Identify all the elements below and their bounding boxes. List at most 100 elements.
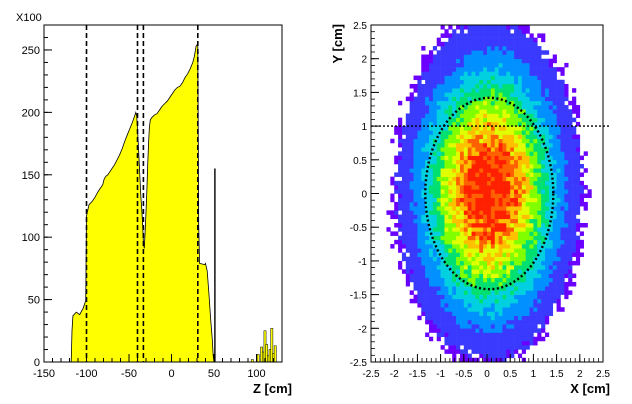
heatmap-cell [568,130,573,135]
heatmap-cell [452,54,457,59]
heatmap-cell [521,336,526,342]
heatmap-cell [405,222,410,228]
heatmap-cell [456,50,461,55]
heatmap-cell [545,138,550,144]
heatmap-cell [463,83,468,89]
heatmap-cell [479,138,484,144]
heatmap-cell [452,138,457,144]
heatmap-y-tick-label: -1 [358,257,367,268]
heatmap-cell [552,286,557,291]
heatmap-cell [456,273,461,279]
heatmap-cell [494,269,499,274]
heatmap-cell [564,151,569,156]
heatmap-cell [537,105,542,110]
heatmap-cell [529,210,534,215]
heatmap-cell [452,248,457,253]
heatmap-cell [475,33,480,38]
heatmap-cell [459,79,465,85]
heatmap-cell [456,67,461,72]
heatmap-cell [545,260,550,266]
heatmap-cell [483,227,488,232]
heatmap-cell [440,201,445,207]
heatmap-cell [436,210,441,215]
heatmap-cell [541,218,546,224]
heatmap-cell [533,281,538,287]
heatmap-cell [463,252,468,257]
heatmap-cell [421,58,426,64]
heatmap-cell [490,37,496,43]
heatmap-cell [452,193,457,199]
heatmap-cell [448,83,453,89]
heatmap-cell [494,193,499,199]
heatmap-cell [517,46,523,51]
heatmap-cell [479,134,484,140]
heatmap-cell [432,303,438,308]
heatmap-cell [479,25,484,30]
heatmap-cell [475,197,480,203]
heatmap-cell [490,126,496,131]
heatmap-cell [471,328,476,333]
heatmap-cell [436,168,441,173]
heatmap-cell [417,105,422,110]
heatmap-cell [436,269,441,274]
heatmap-cell [572,197,577,203]
heatmap-cell [467,88,472,93]
heatmap-cell [490,357,496,363]
heatmap-cell [459,231,465,236]
heatmap-cell [483,222,488,228]
heatmap-cell [533,164,538,169]
heatmap-cell [502,83,507,89]
heatmap-cell [575,252,581,257]
heatmap-cell [502,168,507,173]
heatmap-cell [448,180,453,186]
heatmap-cell [498,134,503,140]
heatmap-cell [517,71,523,76]
heatmap-cell [506,298,511,304]
heatmap-cell [479,172,484,177]
heatmap-cell [517,88,523,93]
heatmap-cell [394,185,399,190]
heatmap-cell [421,244,426,249]
heatmap-cell [456,37,461,43]
heatmap-cell [436,218,441,224]
heatmap-cell [463,151,468,156]
heatmap-cell [564,121,569,127]
heatmap-cell [510,176,515,182]
heatmap-cell [498,345,503,350]
heatmap-cell [560,92,565,97]
heatmap-cell [413,142,418,148]
heatmap-cell [490,260,496,266]
heatmap-cell [545,142,550,148]
heatmap-cell [432,269,438,274]
heatmap-cell [510,332,515,338]
heatmap-cell [456,58,461,64]
heatmap-cell [394,172,399,177]
heatmap-cell [471,311,476,316]
heatmap-cell [401,189,407,194]
heatmap-cell [510,294,515,300]
heatmap-cell [545,239,550,245]
heatmap-cell [517,239,523,245]
heatmap-cell [575,248,581,253]
beam-boundary-ellipse [424,96,555,291]
heatmap-cell [541,159,546,165]
heatmap-cell [487,62,492,68]
heatmap-cell [490,193,496,199]
heatmap-cell [483,50,488,55]
heatmap-cell [564,126,569,131]
heatmap-cell [471,142,476,148]
heatmap-cell [475,227,480,232]
heatmap-cell [467,210,472,215]
heatmap-cell [502,71,507,76]
heatmap-cell [456,62,461,68]
heatmap-cell [467,180,472,186]
heatmap-cell [463,142,468,148]
heatmap-cell [548,147,554,152]
heatmap-cell [541,265,546,270]
heatmap-cell [432,164,438,169]
heatmap-cell [552,185,557,190]
heatmap-cell [459,206,465,211]
heatmap-cell [467,62,472,68]
heatmap-cell [517,155,523,161]
heatmap-cell [405,176,410,182]
